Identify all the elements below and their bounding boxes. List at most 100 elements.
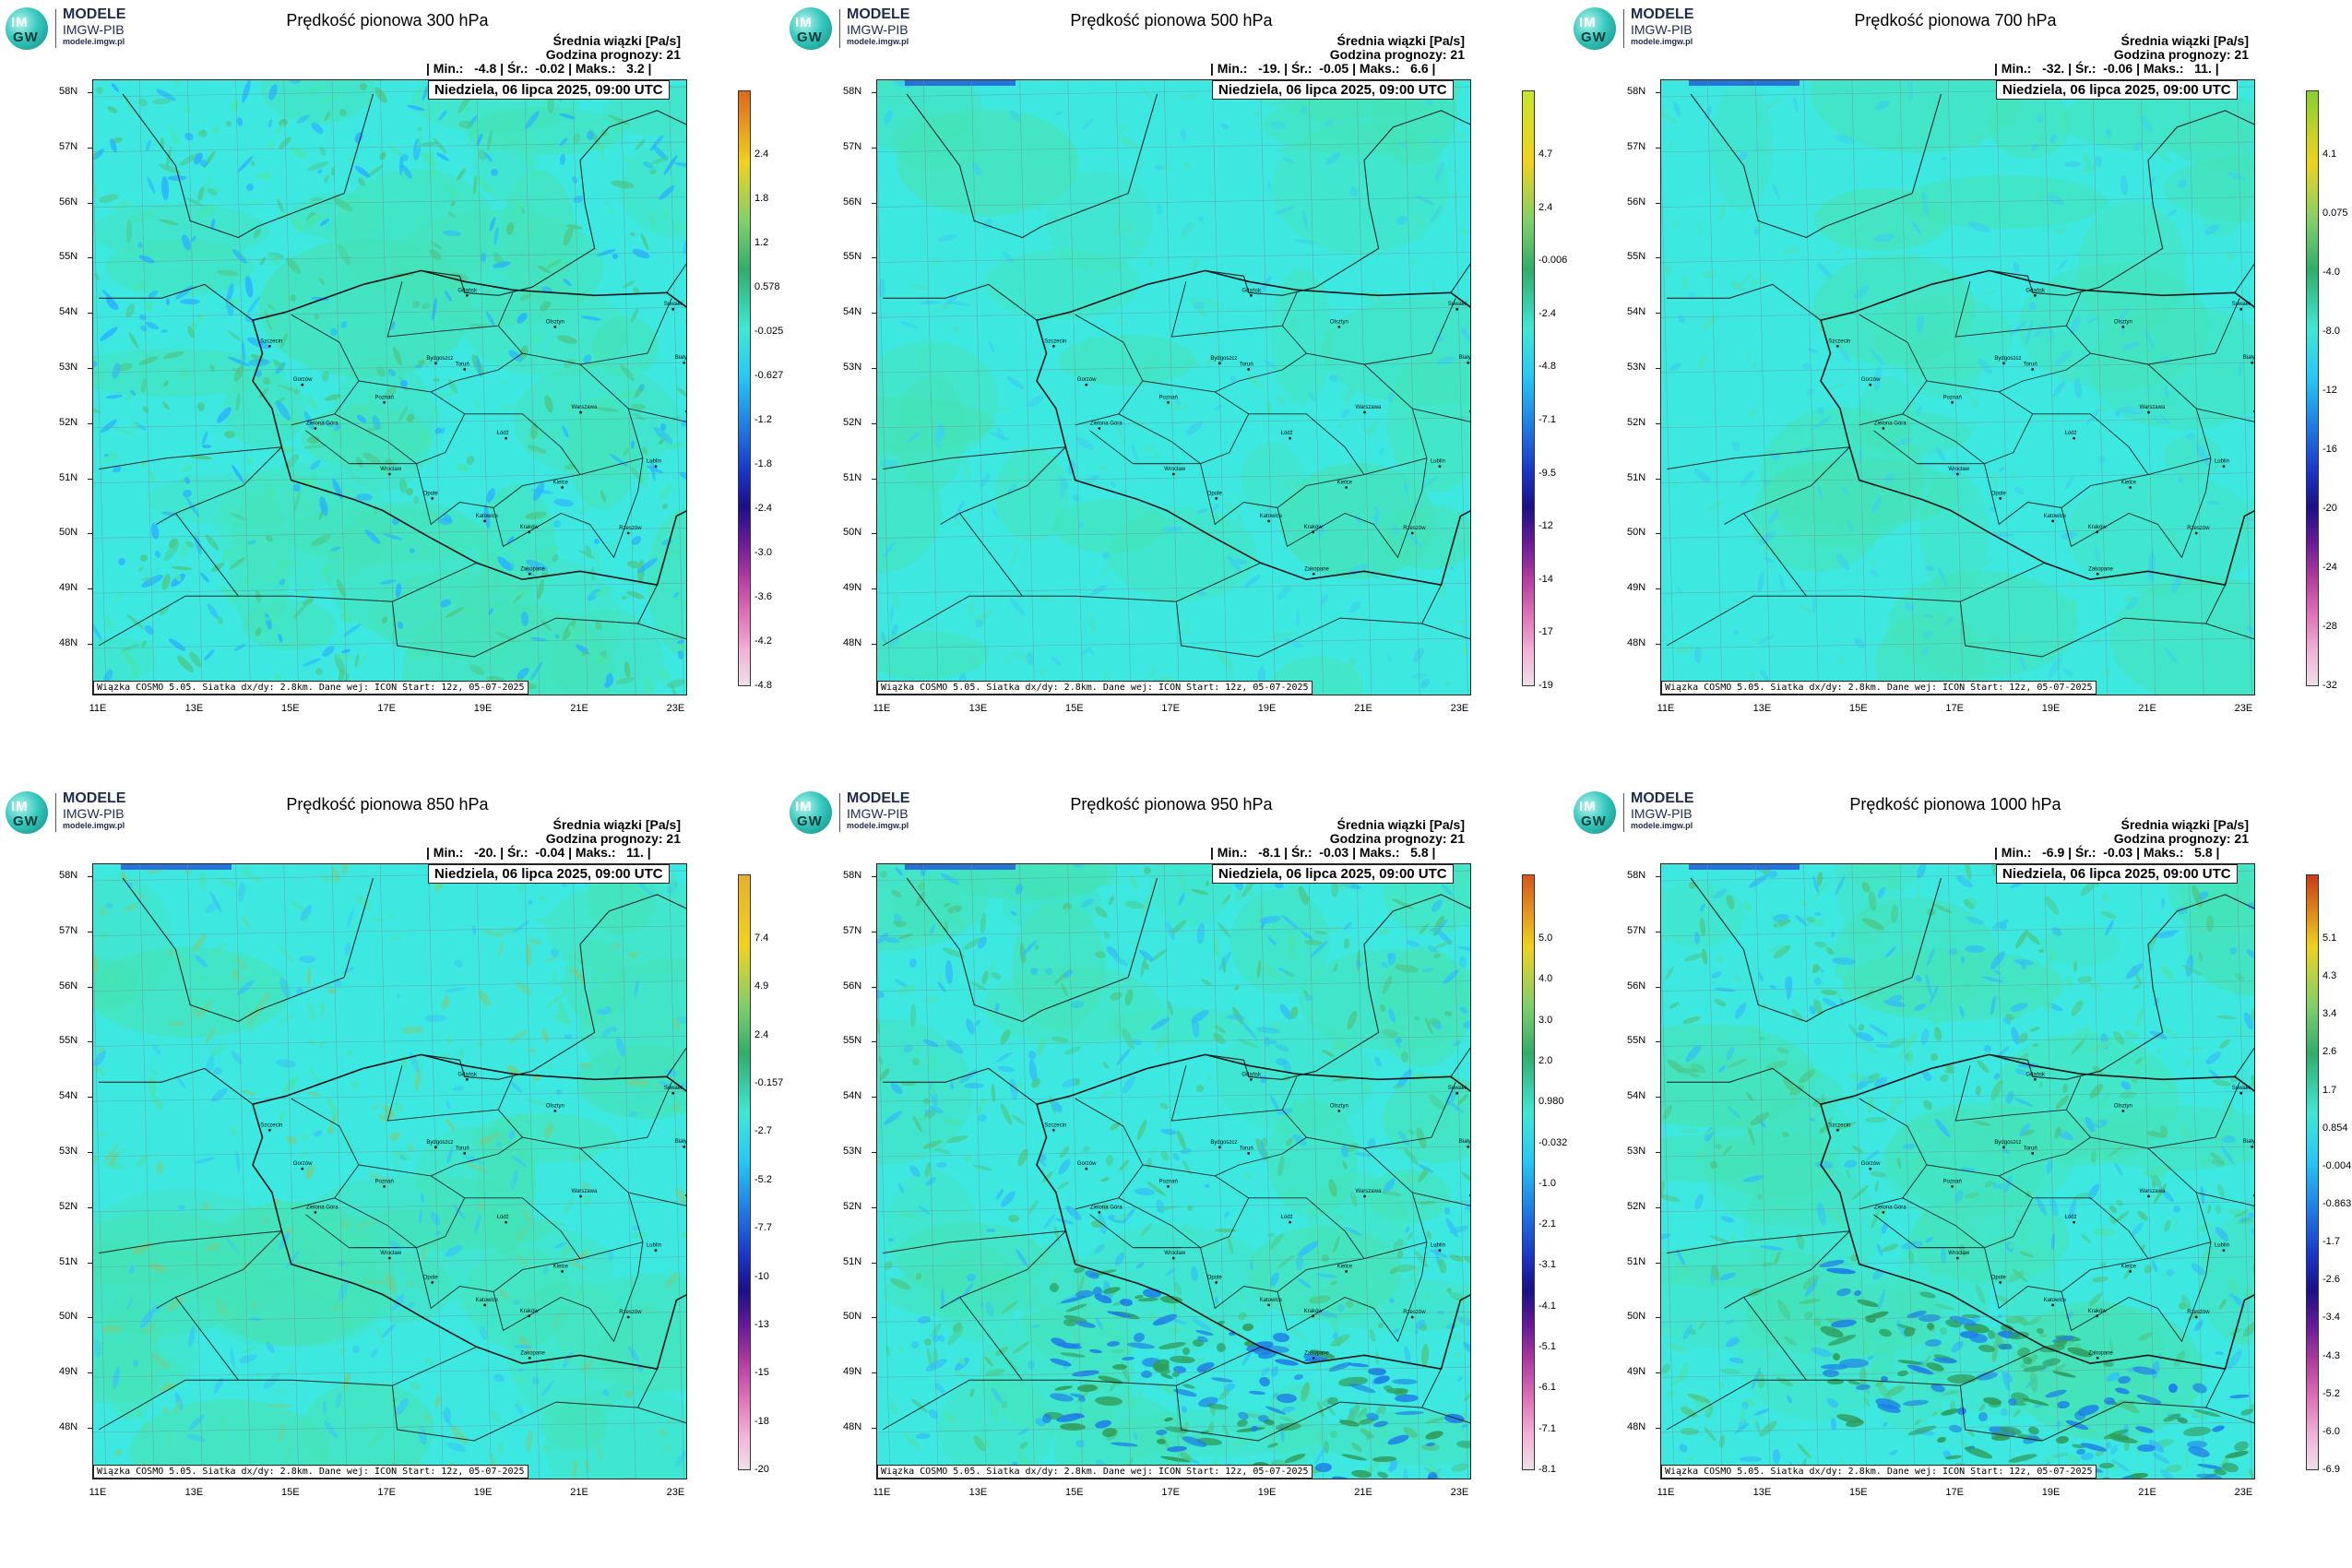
city-marker: Lublin	[1431, 459, 1445, 469]
forecast-panel: IM GW MODELE IMGW-PIB modele.imgw.pl Prę…	[784, 784, 1568, 1568]
city-label: Zielona Góra	[1090, 421, 1123, 426]
forecast-hour: Godzina prognozy: 21	[1329, 831, 1465, 846]
colorbar-tick: 3.4	[2322, 1008, 2337, 1020]
city-marker: Gorzów	[1861, 1161, 1881, 1170]
site-link[interactable]: modele.imgw.pl	[1631, 37, 1693, 46]
lon-label: 15E	[1849, 703, 1868, 714]
lon-label: 21E	[1354, 703, 1372, 714]
city-marker: Kielce	[1337, 480, 1353, 489]
city-label: Szczecin	[260, 339, 282, 344]
city-marker: Gorzów	[1077, 1161, 1097, 1170]
logo-text-top: IM	[1579, 799, 1597, 814]
mean-label: Średnia wiązki [Pa/s]	[2120, 33, 2250, 48]
city-marker: Rzeszów	[619, 526, 642, 535]
site-link[interactable]: modele.imgw.pl	[847, 821, 909, 830]
city-label: Kraków	[2088, 525, 2108, 530]
colorbar-tick: 4.1	[2322, 148, 2337, 160]
forecast-panel: IM GW MODELE IMGW-PIB modele.imgw.pl Prę…	[1568, 784, 2352, 1568]
colorbar-tick: 1.7	[2322, 1084, 2337, 1096]
city-marker: Lublin	[1431, 1243, 1445, 1253]
org-name: IMGW-PIB	[63, 806, 125, 821]
colorbar-tick: -0.863	[2322, 1198, 2352, 1209]
site-link[interactable]: modele.imgw.pl	[1631, 821, 1693, 830]
site-link[interactable]: modele.imgw.pl	[847, 37, 909, 46]
map-area[interactable]: Gdańsk Olsztyn Suwałki Białystok Szczecin Gor…	[92, 79, 687, 695]
city-marker: Toruń	[2024, 362, 2037, 371]
city-label: Zielona Góra	[1090, 1205, 1123, 1210]
city-marker: Lublin	[647, 1243, 661, 1253]
map-area[interactable]: Gdańsk Olsztyn Suwałki Białystok Szczecin Gor…	[876, 863, 1471, 1479]
colorbar-tick: -4.8	[754, 680, 772, 691]
colorbar-tick: -5.1	[1538, 1341, 1556, 1353]
colorbar-tick: -7.1	[1538, 414, 1556, 425]
map-area[interactable]: Gdańsk Olsztyn Suwałki Białystok Szczecin Gor…	[1660, 79, 2255, 695]
colorbar-tick: 0.854	[2322, 1122, 2348, 1134]
lat-label: 48N	[59, 637, 93, 648]
imgw-logo[interactable]: IM GW MODELE IMGW-PIB modele.imgw.pl	[788, 6, 935, 52]
lat-label: 57N	[1627, 141, 1661, 152]
lat-label: 54N	[59, 306, 93, 317]
imgw-logo[interactable]: IM GW MODELE IMGW-PIB modele.imgw.pl	[4, 6, 151, 52]
city-marker: Wrocław	[1164, 1251, 1186, 1260]
city-marker: Opole	[1207, 491, 1222, 500]
valid-date: Niedziela, 06 lipca 2025, 09:00 UTC	[1212, 864, 1454, 884]
city-marker: Warszawa	[1356, 405, 1382, 414]
lat-label: 56N	[59, 980, 93, 992]
colorbar-tick: -16	[2322, 444, 2337, 455]
colorbar-tick: -4.8	[1538, 361, 1556, 373]
colorbar-tick: -0.627	[754, 370, 784, 381]
city-marker: Toruń	[1240, 1146, 1253, 1155]
vertical-velocity-field: Gdańsk Olsztyn Suwałki Białystok Szczecin Gor…	[877, 80, 1470, 695]
city-label: Zakopane	[2088, 566, 2113, 572]
city-label: Zakopane	[520, 566, 545, 572]
colorbar-tick: 1.8	[754, 193, 769, 204]
site-link[interactable]: modele.imgw.pl	[63, 37, 125, 46]
imgw-logo-icon: IM GW	[1574, 791, 1616, 834]
site-link[interactable]: modele.imgw.pl	[63, 821, 125, 830]
city-label: Gdańsk	[1241, 288, 1262, 293]
lat-label: 57N	[59, 141, 93, 152]
city-label: Lublin	[647, 1243, 661, 1249]
map-area[interactable]: Gdańsk Olsztyn Suwałki Białystok Szczecin Gor…	[92, 863, 687, 1479]
imgw-logo[interactable]: IM GW MODELE IMGW-PIB modele.imgw.pl	[788, 790, 935, 836]
city-marker: Białystok	[1459, 1139, 1470, 1148]
city-label: Suwałki	[2232, 302, 2251, 307]
city-label: Poznań	[1943, 1179, 1962, 1184]
city-label: Bydgoszcz	[1994, 356, 2021, 362]
city-marker: Lublin	[2215, 1243, 2229, 1253]
city-label: Wrocław	[1164, 467, 1186, 472]
lat-label: 54N	[1627, 306, 1661, 317]
colorbar-tick: 4.0	[1538, 973, 1553, 985]
city-label: Zakopane	[2088, 1350, 2113, 1356]
mean-label: Średnia wiązki [Pa/s]	[2120, 817, 2250, 832]
city-marker: Warszawa	[1356, 1189, 1382, 1198]
lat-label: 55N	[1627, 1035, 1661, 1046]
city-marker: Poznań	[375, 1179, 394, 1188]
city-label: Toruń	[2024, 1146, 2037, 1151]
colorbar-tick: -2.4	[754, 503, 772, 514]
city-marker: Łódź	[497, 1215, 509, 1224]
city-label: Gorzów	[1077, 377, 1097, 383]
colorbar-tick: -1.0	[1538, 1177, 1556, 1189]
map-area[interactable]: Gdańsk Olsztyn Suwałki Białystok Szczecin Gor…	[876, 79, 1471, 695]
city-marker: Białystok	[675, 355, 686, 364]
forecast-hour: Godzina prognozy: 21	[545, 831, 681, 846]
colorbar	[2306, 90, 2319, 686]
city-marker: Katowice	[2044, 514, 2067, 523]
colorbar-tick: -6.1	[1538, 1382, 1556, 1394]
city-marker: Rzeszów	[1403, 1310, 1426, 1319]
lat-label: 55N	[843, 1035, 877, 1046]
city-marker: Gdańsk	[2025, 288, 2046, 297]
colorbar-tick: -6.0	[2322, 1425, 2340, 1437]
city-label: Kraków	[1304, 525, 1324, 530]
city-marker: Bydgoszcz	[1994, 1140, 2021, 1149]
lat-label: 56N	[59, 196, 93, 208]
colorbar-tick: 5.1	[2322, 932, 2337, 944]
lon-label: 19E	[1257, 1487, 1277, 1498]
imgw-logo[interactable]: IM GW MODELE IMGW-PIB modele.imgw.pl	[1572, 6, 1719, 52]
map-area[interactable]: Gdańsk Olsztyn Suwałki Białystok Szczecin Gor…	[1660, 863, 2255, 1479]
city-label: Katowice	[2044, 514, 2067, 519]
city-label: Łódź	[1281, 1215, 1293, 1220]
imgw-logo[interactable]: IM GW MODELE IMGW-PIB modele.imgw.pl	[4, 790, 151, 836]
imgw-logo[interactable]: IM GW MODELE IMGW-PIB modele.imgw.pl	[1572, 790, 1719, 836]
